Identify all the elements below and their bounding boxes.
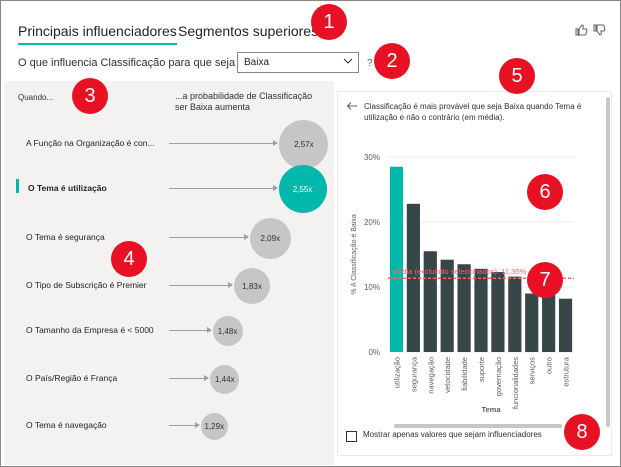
callout-7: 7 bbox=[527, 262, 563, 298]
x-tick-label: velocidade bbox=[443, 357, 452, 393]
influencer-row[interactable]: A Função na Organização é con... 2,57x bbox=[4, 119, 334, 169]
x-tick-label: navegação bbox=[426, 357, 435, 394]
influencer-bar-chart: 0% 10% 20% 30% % A Classificação é Baixa util… bbox=[351, 153, 574, 414]
influencer-row[interactable]: O Tipo de Subscrição é Premier 1,83x bbox=[4, 268, 334, 304]
x-tick-label: outro bbox=[545, 357, 554, 374]
average-line-label: Média (excluindo selecionados): 11,35% bbox=[392, 267, 526, 276]
callout-3: 3 bbox=[72, 78, 108, 114]
influencer-detail-panel: Classificação é mais provável que seja B… bbox=[337, 91, 612, 456]
influencers-list: Quando... ...a probabilidade de Classifi… bbox=[4, 81, 334, 465]
influencer-row[interactable]: O Tema é segurança 2,09x bbox=[4, 217, 334, 259]
influencer-connector bbox=[169, 140, 279, 146]
feedback-icons bbox=[574, 23, 606, 42]
help-icon[interactable]: ? bbox=[367, 58, 373, 69]
x-tick-label: utilização bbox=[392, 357, 401, 388]
influencer-label: O Tema é navegação bbox=[26, 420, 107, 430]
callout-8: 8 bbox=[564, 414, 600, 450]
show-influencers-only-toggle[interactable]: Mostrar apenas valores que sejam influen… bbox=[346, 430, 553, 442]
influencer-connector bbox=[169, 282, 234, 288]
influencer-explanation: Classificação é mais provável que seja B… bbox=[364, 102, 582, 122]
callout-1: 1 bbox=[311, 4, 347, 40]
influencer-row[interactable]: O Tema é navegação 1,29x bbox=[4, 408, 334, 444]
x-tick-label: segurança bbox=[409, 356, 418, 392]
y-tick-label: 10% bbox=[364, 283, 380, 292]
chart-bar bbox=[491, 272, 505, 352]
influencer-bubble[interactable]: 1,29x bbox=[200, 412, 228, 440]
callout-5: 5 bbox=[499, 58, 535, 94]
checkbox[interactable] bbox=[346, 431, 357, 442]
influencer-row[interactable]: O País/Região é França 1,44x bbox=[4, 361, 334, 397]
influencer-bubble[interactable]: 2,09x bbox=[249, 217, 291, 259]
chart-bar bbox=[423, 251, 437, 352]
influencer-bubble[interactable]: 1,44x bbox=[210, 364, 240, 394]
callout-4: 4 bbox=[111, 241, 147, 277]
y-tick-label: 30% bbox=[364, 153, 380, 162]
influencer-row[interactable]: O Tamanho da Empresa é < 5000 1,48x bbox=[4, 313, 334, 349]
callout-6: 6 bbox=[527, 174, 563, 210]
x-tick-label: fiabilidade bbox=[460, 357, 469, 391]
chart-bar bbox=[508, 276, 522, 352]
influencer-bubble[interactable]: 2,57x bbox=[279, 119, 329, 169]
thumbs-down-icon[interactable] bbox=[592, 23, 606, 42]
back-arrow-icon[interactable] bbox=[346, 100, 358, 112]
influence-question: O que influencia Classificação para que … bbox=[18, 57, 236, 69]
x-tick-label: governação bbox=[494, 357, 503, 396]
y-axis-label: % A Classificação é Baixa bbox=[351, 214, 358, 295]
x-tick-label: estrutura bbox=[562, 356, 571, 386]
selected-indicator bbox=[16, 179, 19, 193]
influencer-label: O País/Região é França bbox=[26, 373, 118, 383]
influencer-label: O Tema é segurança bbox=[26, 232, 105, 242]
x-tick-label: serviços bbox=[528, 357, 537, 385]
checkbox-label: Mostrar apenas valores que sejam influen… bbox=[363, 430, 542, 439]
chart-bar bbox=[525, 293, 539, 352]
thumbs-up-icon[interactable] bbox=[574, 23, 588, 42]
chart-bar bbox=[474, 268, 488, 352]
column-header-probability: ...a probabilidade de Classificação ser … bbox=[175, 91, 313, 112]
chevron-down-icon bbox=[343, 58, 353, 64]
chart-bar bbox=[389, 166, 404, 352]
influencer-bubble[interactable]: 2,55x bbox=[278, 165, 327, 213]
tab-segmentos-superiores[interactable]: Segmentos superiores bbox=[178, 23, 319, 39]
influencer-bubble[interactable]: 1,48x bbox=[212, 316, 243, 346]
influencer-label: O Tipo de Subscrição é Premier bbox=[26, 280, 147, 290]
vertical-scrollbar[interactable] bbox=[606, 97, 610, 427]
value-dropdown[interactable]: Baixa bbox=[237, 52, 359, 73]
callout-2: 2 bbox=[374, 43, 410, 79]
column-header-when: Quando... bbox=[18, 93, 54, 102]
chart-bar bbox=[440, 259, 454, 352]
x-axis-label: Tema bbox=[481, 405, 501, 414]
influencer-connector bbox=[169, 375, 210, 381]
chart-bar bbox=[542, 294, 556, 352]
influencer-label: A Função na Organização é con... bbox=[26, 138, 155, 148]
influencer-label: O Tema é utilização bbox=[28, 183, 107, 193]
dropdown-selected-value: Baixa bbox=[244, 57, 270, 68]
influencer-row[interactable]: O Tema é utilização 2,55x bbox=[4, 165, 334, 213]
influencer-connector bbox=[169, 422, 200, 428]
x-tick-label: suporte bbox=[477, 357, 486, 382]
x-tick-label: funcionalidades bbox=[511, 357, 520, 409]
horizontal-scrollbar[interactable] bbox=[394, 424, 562, 428]
influencer-connector bbox=[169, 185, 277, 191]
y-tick-label: 20% bbox=[364, 218, 380, 227]
chart-bar bbox=[558, 298, 573, 352]
tab-principais-influenciadores[interactable]: Principais influenciadores bbox=[18, 23, 177, 45]
influencer-bubble[interactable]: 1,83x bbox=[234, 268, 271, 304]
influencer-connector bbox=[169, 234, 249, 240]
influencer-connector bbox=[169, 327, 212, 333]
influencer-label: O Tamanho da Empresa é < 5000 bbox=[26, 325, 154, 335]
chart-bar bbox=[457, 264, 471, 352]
y-tick-label: 0% bbox=[368, 348, 380, 357]
